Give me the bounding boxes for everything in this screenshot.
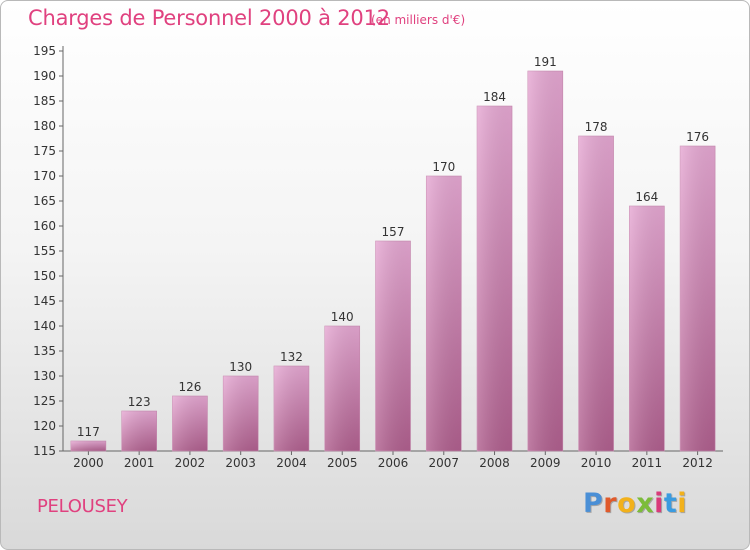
bar-highlight — [375, 241, 411, 451]
bar-highlight — [527, 71, 563, 451]
x-tick-label: 2000 — [73, 456, 104, 470]
bar-value-label: 184 — [483, 90, 506, 104]
y-tick-label: 165 — [33, 194, 56, 208]
bar-value-label: 126 — [178, 380, 201, 394]
bar-value-label: 117 — [77, 425, 100, 439]
y-tick-label: 175 — [33, 144, 56, 158]
bar-highlight — [426, 176, 462, 451]
x-tick-label: 2003 — [225, 456, 256, 470]
y-tick-label: 160 — [33, 219, 56, 233]
chart-title: Charges de Personnel 2000 à 2012 — [28, 6, 390, 30]
y-tick-label: 135 — [33, 344, 56, 358]
x-tick-label: 2004 — [276, 456, 307, 470]
x-tick-label: 2007 — [428, 456, 459, 470]
bar-value-label: 170 — [432, 160, 455, 174]
bar-value-label: 191 — [534, 55, 557, 69]
x-tick-label: 2009 — [530, 456, 561, 470]
y-tick-label: 125 — [33, 394, 56, 408]
y-tick-label: 120 — [33, 419, 56, 433]
bar-highlight — [223, 376, 259, 451]
x-tick-label: 2005 — [327, 456, 358, 470]
proxiti-logo: Proxiti — [583, 488, 687, 519]
bar-value-label: 164 — [635, 190, 658, 204]
logo-letter: r — [603, 488, 618, 519]
logo-letter: i — [677, 488, 688, 519]
y-tick-label: 185 — [33, 94, 56, 108]
y-tick-label: 195 — [33, 44, 56, 58]
y-tick-label: 170 — [33, 169, 56, 183]
logo-letter: i — [654, 488, 664, 519]
logo-letter: x — [636, 488, 655, 519]
bar-highlight — [629, 206, 665, 451]
x-tick-label: 2011 — [632, 456, 663, 470]
y-tick-label: 180 — [33, 119, 56, 133]
bar-value-label: 176 — [686, 130, 709, 144]
bar-highlight — [578, 136, 614, 451]
bar-value-label: 132 — [280, 350, 303, 364]
bar-value-label: 123 — [128, 395, 151, 409]
bar-highlight — [273, 366, 309, 451]
y-tick-label: 155 — [33, 244, 56, 258]
bar-highlight — [324, 326, 360, 451]
bar-value-label: 140 — [331, 310, 354, 324]
commune-name: PELOUSEY — [37, 496, 128, 517]
bar-highlight — [121, 411, 157, 451]
x-tick-label: 2001 — [124, 456, 155, 470]
bar-highlight — [477, 106, 513, 451]
bar-highlight — [172, 396, 208, 451]
logo-letter: o — [617, 488, 637, 519]
x-tick-label: 2006 — [378, 456, 409, 470]
x-tick-label: 2002 — [175, 456, 206, 470]
y-tick-label: 115 — [33, 444, 56, 458]
y-tick-label: 150 — [33, 269, 56, 283]
bar-value-label: 178 — [585, 120, 608, 134]
x-tick-label: 2012 — [682, 456, 713, 470]
chart-subtitle: (en milliers d'€) — [371, 13, 466, 27]
x-tick-label: 2008 — [479, 456, 510, 470]
y-tick-label: 190 — [33, 69, 56, 83]
bar-value-label: 130 — [229, 360, 252, 374]
y-tick-label: 145 — [33, 294, 56, 308]
logo-letter: t — [663, 488, 678, 519]
bar-value-label: 157 — [382, 225, 405, 239]
bar-highlight — [680, 146, 716, 451]
y-tick-label: 140 — [33, 319, 56, 333]
x-tick-label: 2010 — [581, 456, 612, 470]
logo-letter: P — [583, 488, 604, 519]
bar-highlight — [70, 441, 106, 451]
y-tick-label: 130 — [33, 369, 56, 383]
